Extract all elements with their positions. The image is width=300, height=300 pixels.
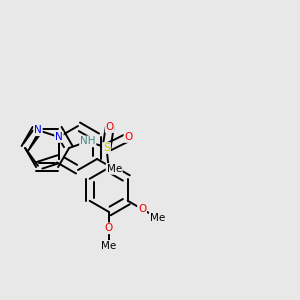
Text: Me: Me [150, 213, 165, 223]
Text: Me: Me [106, 164, 122, 174]
Text: O: O [106, 122, 114, 132]
Text: N: N [34, 125, 42, 135]
Text: NH: NH [80, 136, 95, 146]
Text: O: O [138, 204, 146, 214]
Text: N: N [55, 132, 63, 142]
Text: S: S [103, 143, 110, 153]
Text: O: O [105, 223, 113, 233]
Text: Me: Me [101, 241, 116, 251]
Text: O: O [124, 132, 133, 142]
